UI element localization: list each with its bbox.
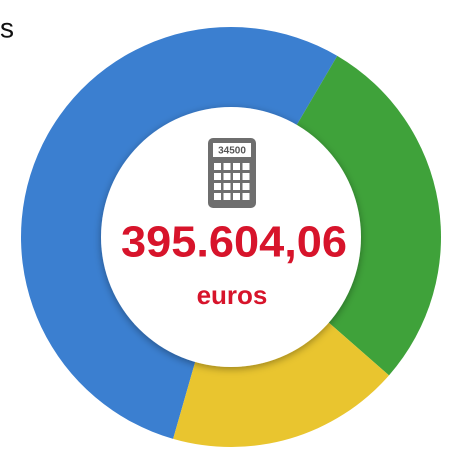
key — [214, 183, 221, 190]
center-label: 395.604,06 — [121, 218, 347, 267]
key — [223, 163, 231, 170]
key — [242, 173, 250, 180]
key — [233, 173, 240, 180]
key — [223, 193, 231, 200]
key — [214, 173, 221, 180]
key — [233, 193, 240, 200]
center-disc — [101, 107, 361, 367]
calculator-icon: 34500 — [208, 138, 256, 208]
key — [223, 173, 231, 180]
annotation: s — [0, 12, 14, 43]
key — [242, 193, 250, 200]
center-sublabel: euros — [197, 280, 268, 310]
icon-label: 34500 — [218, 146, 246, 157]
key — [233, 163, 240, 170]
key — [233, 183, 240, 190]
key — [223, 183, 231, 190]
key — [242, 163, 250, 170]
key — [242, 183, 250, 190]
key — [214, 193, 221, 200]
key — [214, 163, 221, 170]
